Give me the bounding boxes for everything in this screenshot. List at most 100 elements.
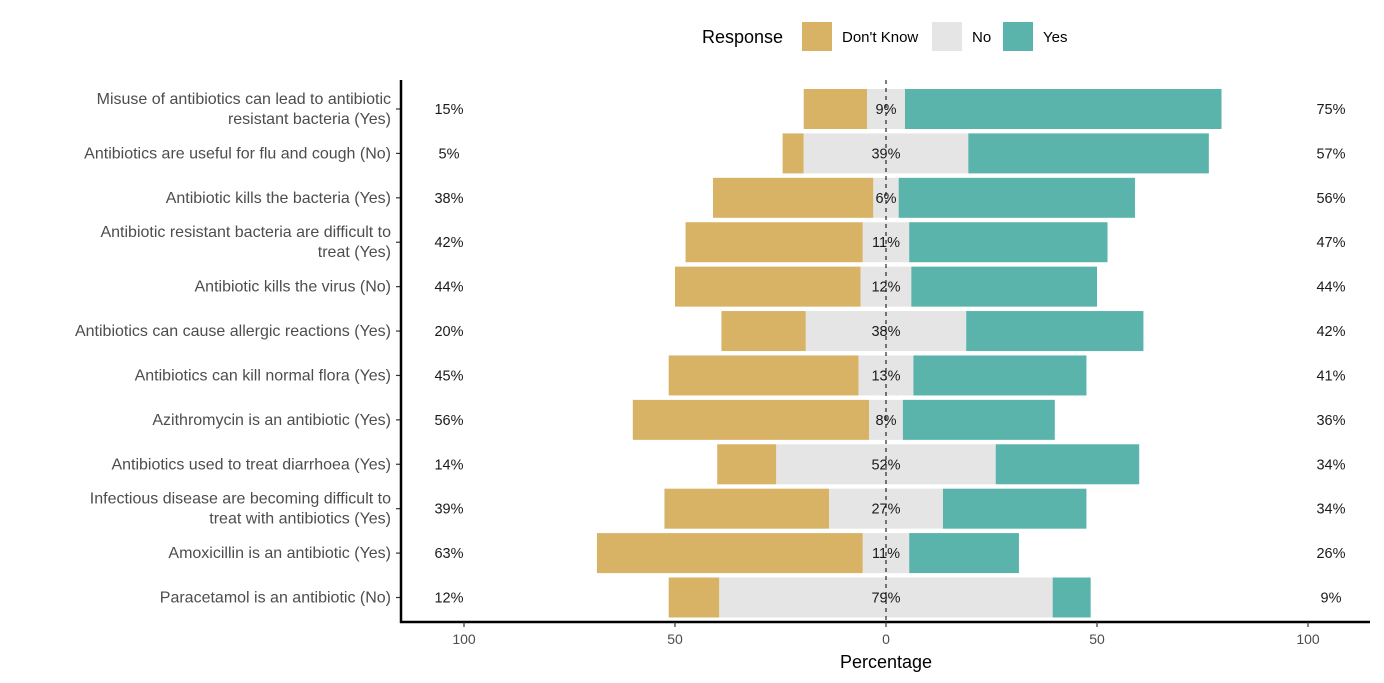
category-label-line: Paracetamol is an antibiotic (No) bbox=[160, 590, 391, 607]
category-label-line: Azithromycin is an antibiotic (Yes) bbox=[152, 412, 391, 429]
bar-yes-11 bbox=[909, 533, 1019, 574]
x-tick-label-2: 50 bbox=[667, 631, 683, 647]
bar-dontknow-7 bbox=[668, 355, 859, 396]
x-tick-label-4: 50 bbox=[1089, 631, 1105, 647]
legend-swatch-1 bbox=[802, 22, 832, 51]
left-pct-label-9: 14% bbox=[434, 457, 463, 473]
bar-yes-2 bbox=[968, 133, 1209, 174]
category-label-9: Antibiotics used to treat diarrhoea (Yes… bbox=[111, 456, 391, 473]
left-pct-label-4: 42% bbox=[434, 235, 463, 251]
left-pct-label-7: 45% bbox=[434, 368, 463, 384]
category-label-11: Amoxicillin is an antibiotic (Yes) bbox=[168, 545, 391, 562]
category-label-line: Antibiotics can cause allergic reactions… bbox=[75, 323, 391, 340]
legend-label-3: Yes bbox=[1043, 29, 1067, 46]
category-label-4: Antibiotic resistant bacteria are diffic… bbox=[100, 224, 391, 261]
center-pct-label-1: 9% bbox=[876, 102, 897, 118]
bar-dontknow-6 bbox=[721, 311, 806, 352]
center-pct-label-11: 11% bbox=[872, 546, 900, 562]
category-label-8: Azithromycin is an antibiotic (Yes) bbox=[152, 412, 391, 429]
center-pct-label-10: 27% bbox=[871, 502, 900, 518]
category-label-2: Antibiotics are useful for flu and cough… bbox=[84, 145, 391, 162]
category-label-line: Antibiotic kills the bacteria (Yes) bbox=[166, 190, 391, 207]
legend-title: Response bbox=[702, 27, 783, 47]
left-pct-label-12: 12% bbox=[434, 591, 463, 607]
left-pct-label-8: 56% bbox=[434, 413, 463, 429]
category-label-line: treat (Yes) bbox=[318, 244, 391, 261]
x-axis-title: Percentage bbox=[840, 652, 932, 672]
bar-dontknow-10 bbox=[664, 488, 830, 529]
bar-dontknow-5 bbox=[675, 266, 861, 307]
category-label-line: resistant bacteria (Yes) bbox=[228, 111, 391, 128]
category-label-line: Antibiotic kills the virus (No) bbox=[195, 279, 392, 296]
category-label-5: Antibiotic kills the virus (No) bbox=[195, 279, 392, 296]
right-pct-label-2: 57% bbox=[1316, 146, 1345, 162]
legend-swatch-3 bbox=[1003, 22, 1033, 51]
center-pct-label-3: 6% bbox=[876, 191, 897, 207]
center-pct-label-4: 11% bbox=[872, 235, 900, 251]
center-pct-label-7: 13% bbox=[871, 368, 900, 384]
bar-dontknow-3 bbox=[712, 177, 874, 218]
bar-dontknow-12 bbox=[668, 577, 720, 618]
bar-dontknow-4 bbox=[685, 222, 863, 263]
category-label-6: Antibiotics can cause allergic reactions… bbox=[75, 323, 391, 340]
bar-dontknow-8 bbox=[632, 399, 870, 440]
bar-yes-8 bbox=[902, 399, 1055, 440]
left-pct-label-2: 5% bbox=[439, 146, 460, 162]
bar-dontknow-1 bbox=[803, 89, 868, 129]
category-label-line: Antibiotics can kill normal flora (Yes) bbox=[135, 367, 391, 384]
category-label-12: Paracetamol is an antibiotic (No) bbox=[160, 590, 391, 607]
left-pct-label-1: 15% bbox=[434, 102, 463, 118]
right-pct-label-9: 34% bbox=[1316, 457, 1345, 473]
bar-yes-10 bbox=[942, 488, 1087, 529]
left-pct-label-6: 20% bbox=[434, 324, 463, 340]
bar-yes-7 bbox=[913, 355, 1087, 396]
center-pct-label-6: 38% bbox=[871, 324, 900, 340]
category-label-line: Antibiotics are useful for flu and cough… bbox=[84, 145, 391, 162]
value-labels-group: 15% 9% 75% 5% 39% 57% 38% 6% 56% 42% 11% 47% 44% 12% 4… bbox=[434, 102, 1345, 607]
category-label-7: Antibiotics can kill normal flora (Yes) bbox=[135, 367, 391, 384]
bar-dontknow-9 bbox=[717, 444, 777, 485]
category-label-10: Infectious disease are becoming difficul… bbox=[90, 491, 391, 528]
legend: Response Don't Know No Yes bbox=[702, 22, 1067, 51]
category-label-line: Antibiotics used to treat diarrhoea (Yes… bbox=[111, 456, 391, 473]
x-tick-label-1: 100 bbox=[452, 631, 476, 647]
legend-label-2: No bbox=[972, 29, 991, 46]
right-pct-label-7: 41% bbox=[1316, 368, 1345, 384]
bar-dontknow-11 bbox=[596, 533, 863, 574]
bar-yes-1 bbox=[904, 89, 1222, 129]
center-pct-label-9: 52% bbox=[871, 457, 900, 473]
bars-group bbox=[596, 89, 1222, 618]
x-tick-label-5: 100 bbox=[1296, 631, 1320, 647]
x-tick-label-3: 0 bbox=[882, 631, 890, 647]
left-pct-label-10: 39% bbox=[434, 502, 463, 518]
legend-swatch-2 bbox=[932, 22, 962, 51]
right-pct-label-10: 34% bbox=[1316, 502, 1345, 518]
center-pct-label-12: 79% bbox=[871, 591, 900, 607]
legend-label-1: Don't Know bbox=[842, 29, 918, 46]
bar-yes-6 bbox=[966, 311, 1144, 352]
center-pct-label-8: 8% bbox=[876, 413, 897, 429]
axes-group: Misuse of antibiotics can lead to antibi… bbox=[75, 80, 1370, 647]
right-pct-label-12: 9% bbox=[1321, 591, 1342, 607]
bar-dontknow-2 bbox=[782, 133, 804, 174]
bar-yes-3 bbox=[898, 177, 1135, 218]
bar-yes-4 bbox=[909, 222, 1108, 263]
category-label-line: Infectious disease are becoming difficul… bbox=[90, 491, 391, 508]
left-pct-label-5: 44% bbox=[434, 280, 463, 296]
center-pct-label-2: 39% bbox=[871, 146, 900, 162]
category-label-line: Antibiotic resistant bacteria are diffic… bbox=[100, 224, 391, 241]
right-pct-label-8: 36% bbox=[1316, 413, 1345, 429]
left-pct-label-11: 63% bbox=[434, 546, 463, 562]
bar-yes-9 bbox=[995, 444, 1140, 485]
left-pct-label-3: 38% bbox=[434, 191, 463, 207]
bar-yes-5 bbox=[911, 266, 1097, 307]
right-pct-label-6: 42% bbox=[1316, 324, 1345, 340]
center-pct-label-5: 12% bbox=[871, 280, 900, 296]
category-label-3: Antibiotic kills the bacteria (Yes) bbox=[166, 190, 391, 207]
right-pct-label-5: 44% bbox=[1316, 280, 1345, 296]
right-pct-label-1: 75% bbox=[1316, 102, 1345, 118]
right-pct-label-4: 47% bbox=[1316, 235, 1345, 251]
category-label-line: treat with antibiotics (Yes) bbox=[209, 511, 391, 528]
